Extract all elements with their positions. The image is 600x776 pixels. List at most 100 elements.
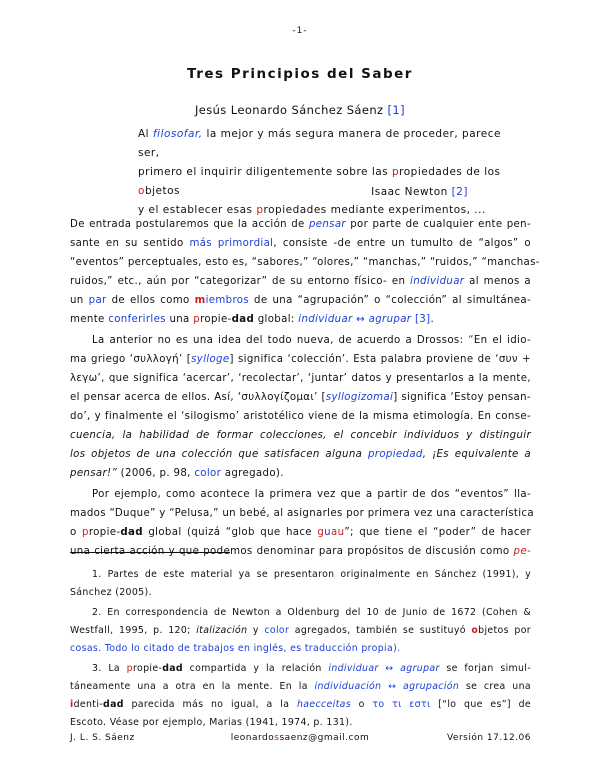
individuar-link[interactable]: individuar [410, 276, 465, 287]
text: ropie- [200, 314, 232, 325]
paragraph-2-line: cuencia, la habilidad de formar coleccio… [70, 430, 531, 441]
text: denti- [73, 699, 104, 710]
text: ropie- [88, 527, 121, 538]
footnote-divider [70, 552, 230, 553]
text: la mejor y más segura manera de proceder… [138, 128, 501, 159]
text: ] significa ‘Estoy pensan- [393, 392, 531, 403]
author-name: Jesús Leonardo Sánchez Sáenz [194, 103, 384, 117]
citation-author: Isaac Newton [371, 186, 448, 198]
text: agregados, también se sustituyó [289, 625, 472, 636]
text: . [430, 314, 435, 325]
epigraph-line: Al filosofar, la mejor y más segura mane… [138, 125, 508, 163]
bold-fragment: dad [103, 699, 124, 710]
paragraph-2-line: λεγω’, que significa ‘acercar’, ‘recolec… [70, 373, 531, 384]
highlight-letter: p [256, 204, 264, 216]
bold-fragment: dad [231, 314, 255, 325]
author-footnote-link[interactable]: [1] [387, 103, 406, 117]
text: bjetos por [478, 625, 531, 636]
text: de ellos como [106, 295, 195, 306]
highlight-letter: o [138, 185, 145, 197]
text: agregado). [221, 468, 284, 479]
footer-email[interactable]: leonardossaenz@gmail.com [0, 733, 600, 743]
text: pensar!” [70, 468, 118, 479]
haecceitas-link[interactable]: haecceitas [297, 699, 351, 710]
color-link[interactable]: color [264, 625, 290, 636]
text: leonardo [230, 733, 275, 743]
footer-version: Versión 17.12.06 [446, 733, 531, 743]
text: los objetos de una colección que satisfa… [70, 449, 368, 460]
color-link[interactable]: color [194, 468, 222, 479]
paragraph-1-line: sante en su sentido más primordial, cons… [70, 234, 531, 253]
text: y el establecer esas [138, 204, 257, 216]
footnote-2-line: 2. En correspondencia de Newton a Oldenb… [92, 607, 531, 618]
propiedad-link[interactable]: propiedad [367, 449, 423, 460]
footer-author: J. L. S. Sáenz [70, 733, 135, 743]
text: global (quizá “glob que hace [142, 527, 318, 538]
paragraph-1-line: “eventos” perceptuales, esto es, “sabore… [70, 257, 540, 268]
footnote-2-line[interactable]: cosas. Todo lo citado de trabajos en ing… [70, 643, 401, 654]
paragraph-2-line: do’, y finalmente el ‘silogismo’ aristot… [70, 411, 531, 422]
highlight-letter: p [82, 527, 89, 538]
individuar-agrupar-link[interactable]: individuar ↔ agrupar [328, 663, 440, 674]
paragraph-1-line: un par de ellos como miembros de una “ag… [70, 291, 531, 310]
text: , ¡Es equivalente a [422, 449, 531, 460]
epigraph-line: primero el inquirir diligentemente sobre… [138, 163, 508, 201]
paragraph-2-line: pensar!” (2006, p. 98, color agregado). [70, 464, 531, 483]
text: táneamente una a otra en la mente. En la [70, 681, 315, 692]
highlight-letter: s [274, 733, 280, 743]
bold-fragment: dad [120, 527, 143, 538]
highlight-letter: m [194, 295, 206, 306]
footnote-2-line: Westfall, 1995, p. 120; italización y co… [70, 622, 531, 640]
epigraph: Al filosofar, la mejor y más segura mane… [138, 125, 508, 220]
text: al menos a [464, 276, 531, 287]
page-number: -1- [292, 26, 308, 36]
paragraph-2-line: los objetos de una colección que satisfa… [70, 445, 531, 464]
epigraph-citation: Isaac Newton [2] [0, 186, 468, 198]
text: 3. La [92, 663, 127, 674]
footnote-1-line: Sánchez (2005). [70, 587, 152, 598]
text: De entrada postularemos que la acción de [70, 219, 309, 230]
text: o [350, 699, 373, 710]
quote-mark: “ [468, 335, 474, 346]
sylloge-link[interactable]: sylloge [191, 354, 230, 365]
miembros-link[interactable]: iembros [205, 295, 250, 306]
bold-fragment: dad [162, 663, 183, 674]
footnote-3-line: Escoto. Véase por ejemplo, Marias (1941,… [70, 717, 353, 728]
citation-footnote-link[interactable]: [2] [451, 186, 468, 198]
mas-primordial-link[interactable]: más primordial [189, 238, 274, 249]
paragraph-3-line: Por ejemplo, como acontece la primera ve… [92, 489, 531, 500]
paragraph-2-line: La anterior no es una idea del todo nuev… [92, 331, 531, 350]
highlight-letter: p [391, 166, 400, 178]
text: mente [70, 314, 109, 325]
text: parecida más no igual, a la [123, 699, 297, 710]
text: el pensar acerca de ellos. Así, ‘συλλογί… [70, 392, 326, 403]
text: bjetos [144, 185, 180, 197]
paragraph-3-line: o propie-dad global (quizá “glob que hac… [70, 523, 531, 542]
text: global: [254, 314, 299, 325]
filosofar-link[interactable]: filosofar, [152, 128, 203, 140]
text: sante en su sentido [70, 238, 190, 249]
text: ruidos,” etc., aún por “categorizar” de … [70, 276, 411, 287]
par-link[interactable]: par [88, 295, 107, 306]
text: La anterior no es una idea del todo nuev… [92, 335, 469, 346]
footnote-3-line: 3. La propie-dad compartida y la relació… [92, 660, 531, 678]
paragraph-3-line: una cierta acción y que podemos denomina… [70, 542, 531, 561]
conferirles-link[interactable]: conferirles [108, 314, 166, 325]
document-title: Tres Principios del Saber [187, 66, 413, 82]
pensar-link[interactable]: pensar [308, 219, 346, 230]
text: primero el inquirir diligentemente sobre… [138, 166, 392, 178]
text: ropiedades mediante experimentos, ... [263, 204, 486, 216]
footnote-3-link[interactable]: [3] [414, 314, 431, 325]
text: [“lo que es”] de [430, 699, 532, 710]
to-ti-esti-link[interactable]: το τι εστι [372, 699, 431, 710]
individuacion-agrupacion-link[interactable]: individuación ↔ agrupación [314, 681, 460, 692]
syllogizomai-link[interactable]: syllogizomai [325, 392, 394, 403]
text: por parte de cualquier ente pen- [345, 219, 531, 230]
individuar-agrupar-link[interactable]: individuar ↔ agrupar [298, 314, 412, 325]
text: una [165, 314, 194, 325]
text: compartida y la relación [183, 663, 329, 674]
author-line: Jesús Leonardo Sánchez Sáenz [1] [0, 103, 600, 117]
highlight-letter: g [317, 527, 325, 538]
pe-link[interactable]: pe- [513, 546, 531, 557]
paragraph-1-line: ruidos,” etc., aún por “categorizar” de … [70, 272, 531, 291]
